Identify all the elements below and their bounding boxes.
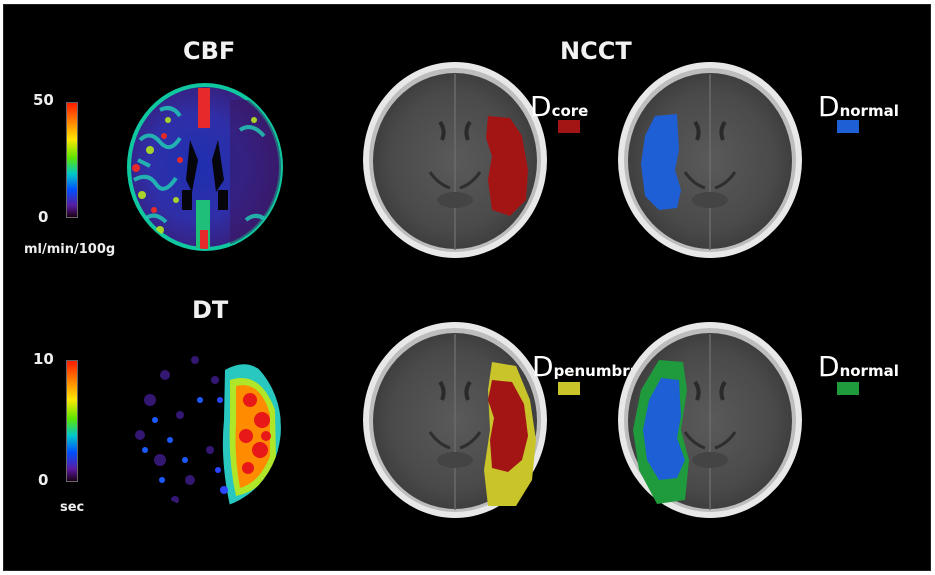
normal-blue-swatch <box>837 120 859 133</box>
penumbra-label-suffix: penumbra <box>553 362 640 380</box>
dt-title: DT <box>192 296 229 324</box>
penumbra-label: Dpenumbra <box>532 350 640 383</box>
normal-green-label: Dnormal <box>818 350 899 383</box>
ncct-normal-blue-scan <box>616 60 804 260</box>
cbf-unit-label: ml/min/100g <box>24 242 116 257</box>
cbf-perfusion-map <box>127 83 283 251</box>
dt-colorbar <box>66 360 78 482</box>
core-label-suffix: core <box>551 102 589 120</box>
ncct-title: NCCT <box>560 37 632 65</box>
core-label: Dcore <box>530 90 588 123</box>
core-label-letter: D <box>530 90 552 123</box>
ncct-penumbra-scan <box>361 320 549 520</box>
dt-colorbar-min-label: 0 <box>38 471 49 489</box>
normal-blue-label-letter: D <box>818 90 840 123</box>
dt-colorbar-max-label: 10 <box>33 350 54 368</box>
normal-blue-label-suffix: normal <box>839 102 899 120</box>
ncct-core-scan <box>361 60 549 260</box>
cbf-colorbar-min-label: 0 <box>38 208 49 226</box>
normal-green-swatch <box>837 382 859 395</box>
normal-blue-label: Dnormal <box>818 90 899 123</box>
core-swatch <box>558 120 580 133</box>
cbf-colorbar-max-label: 50 <box>33 91 54 109</box>
penumbra-label-letter: D <box>532 350 554 383</box>
normal-green-label-letter: D <box>818 350 840 383</box>
penumbra-swatch <box>558 382 580 395</box>
cbf-colorbar <box>66 102 78 218</box>
dt-delay-map <box>131 356 281 506</box>
normal-green-label-suffix: normal <box>839 362 899 380</box>
dt-unit-label: sec <box>60 500 85 515</box>
ncct-normal-green-scan <box>616 320 804 520</box>
cbf-title: CBF <box>183 37 236 65</box>
